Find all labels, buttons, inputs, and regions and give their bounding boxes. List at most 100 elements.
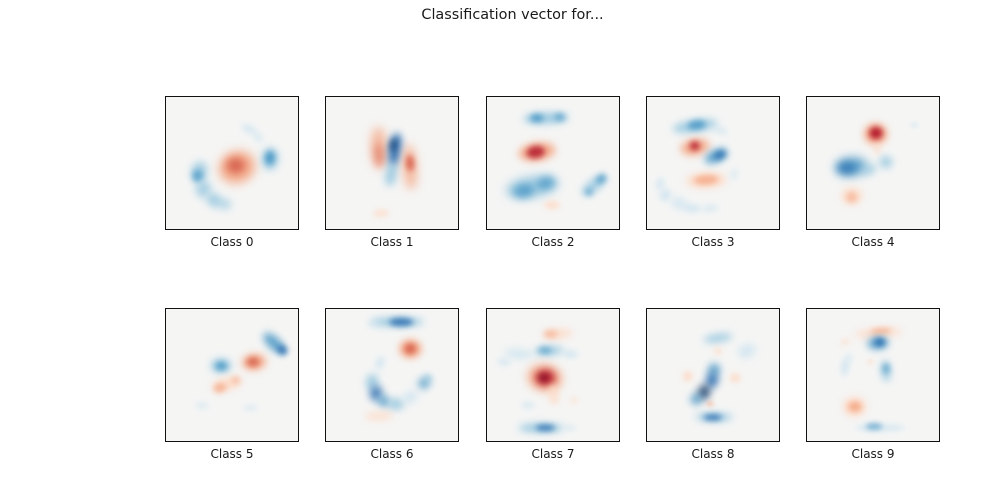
blob: [682, 203, 702, 213]
panel-class-8: Class 8: [646, 308, 780, 461]
blob: [535, 369, 555, 386]
blob: [549, 396, 560, 405]
class-6-heatmap: [325, 308, 459, 442]
blob: [711, 124, 729, 136]
blob: [689, 141, 700, 151]
blob: [730, 373, 741, 383]
blob: [373, 209, 390, 217]
blob: [366, 320, 381, 327]
panel-class-1: Class 1: [325, 96, 459, 249]
class-4-blobs: [807, 97, 939, 229]
class-6-label: Class 6: [370, 447, 414, 461]
class-9-label: Class 9: [851, 447, 895, 461]
blob: [703, 332, 734, 344]
blob: [847, 401, 862, 412]
blob: [874, 338, 885, 346]
panel-class-4: Class 4: [806, 96, 940, 249]
blob: [405, 343, 416, 354]
class-2-heatmap: [486, 96, 620, 230]
class-0-blobs: [166, 97, 298, 229]
panel-class-0: Class 0: [165, 96, 299, 249]
class-8-label: Class 8: [691, 447, 735, 461]
blob: [554, 112, 565, 121]
panel-class-6: Class 6: [325, 308, 459, 461]
class-7-label: Class 7: [531, 447, 575, 461]
blob: [839, 337, 852, 347]
blob: [866, 423, 883, 430]
class-7-blobs: [487, 309, 619, 441]
class-1-heatmap: [325, 96, 459, 230]
class-5-label: Class 5: [210, 447, 254, 461]
class-0-heatmap: [165, 96, 299, 230]
blob: [584, 188, 593, 196]
blob: [195, 402, 208, 408]
blob: [703, 414, 723, 420]
class-2-blobs: [487, 97, 619, 229]
blob: [217, 197, 233, 211]
class-5-heatmap: [165, 308, 299, 442]
blob: [547, 385, 559, 399]
class-4-label: Class 4: [851, 235, 895, 249]
blob: [535, 424, 555, 432]
blob: [702, 203, 719, 212]
blob: [846, 192, 858, 202]
blob: [231, 376, 241, 385]
blob: [192, 170, 203, 183]
blob: [388, 398, 404, 410]
blob: [873, 144, 881, 156]
class-6-blobs: [326, 309, 458, 441]
blob: [877, 153, 895, 170]
class-9-heatmap: [806, 308, 940, 442]
class-3-heatmap: [646, 96, 780, 230]
class-7-heatmap: [486, 308, 620, 442]
blob: [383, 160, 398, 187]
panel-class-7: Class 7: [486, 308, 620, 461]
blob: [389, 318, 414, 327]
blob: [910, 122, 918, 128]
blob: [247, 357, 260, 367]
class-0-label: Class 0: [210, 235, 254, 249]
blob: [226, 157, 246, 174]
blob: [714, 347, 723, 355]
blob: [538, 373, 550, 383]
blob: [882, 363, 890, 374]
blob: [736, 341, 759, 361]
blob: [869, 126, 883, 139]
class-3-label: Class 3: [691, 235, 735, 249]
class-4-heatmap: [806, 96, 940, 230]
blob: [570, 396, 579, 404]
blob: [561, 349, 579, 359]
blob: [543, 201, 560, 210]
class-9-blobs: [807, 309, 939, 441]
blob: [243, 405, 258, 411]
class-1-label: Class 1: [370, 235, 414, 249]
blob: [867, 359, 873, 365]
blob: [521, 402, 535, 409]
blob: [707, 401, 714, 407]
blob: [682, 371, 694, 381]
blob: [216, 361, 227, 370]
class-8-heatmap: [646, 308, 780, 442]
blob: [543, 330, 557, 339]
class-2-label: Class 2: [531, 235, 575, 249]
panel-class-5: Class 5: [165, 308, 299, 461]
blob: [251, 130, 265, 144]
blob: [364, 411, 394, 421]
class-5-blobs: [166, 309, 298, 441]
blob: [503, 348, 534, 360]
figure-title: Classification vector for...: [421, 7, 604, 23]
blob: [729, 166, 739, 181]
class-3-blobs: [647, 97, 779, 229]
blob: [212, 382, 228, 395]
panel-class-3: Class 3: [646, 96, 780, 249]
blob: [538, 346, 552, 354]
panel-class-2: Class 2: [486, 96, 620, 249]
blob: [530, 114, 544, 123]
blob: [497, 357, 512, 367]
class-1-blobs: [326, 97, 458, 229]
blob: [423, 373, 432, 382]
panel-class-9: Class 9: [806, 308, 940, 461]
blob: [373, 355, 387, 371]
class-8-blobs: [647, 309, 779, 441]
blob: [837, 162, 856, 175]
